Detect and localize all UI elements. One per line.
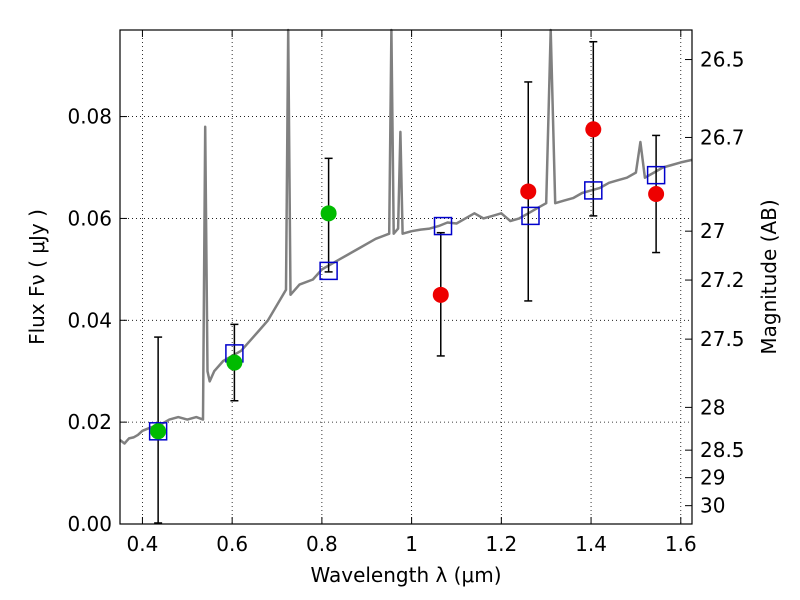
x-tick-label: 0.4 [127,532,159,556]
observed-flux-point [320,205,337,222]
observed-flux-point [150,423,167,440]
model-flux-markers [148,165,666,441]
observed-flux-point [520,183,537,200]
x-axis-label: Wavelength λ (μm) [310,563,501,587]
x-tick-label: 1.2 [485,532,517,556]
observed-flux-point [648,185,665,202]
y-axis-ticks: 0.00 0.02 0.04 0.06 0.08 [67,105,127,536]
spectrum-series [119,28,693,445]
right-axis-tick-label: 27.5 [700,327,745,351]
error-bars [154,40,661,524]
y-tick-label: 0.06 [67,206,112,230]
y-tick-label: 0.00 [67,512,112,536]
x-axis-ticks: 0.4 0.6 0.8 1 1.2 1.4 1.6 [127,30,697,556]
observed-flux-point [585,121,602,138]
x-tick-label: 1 [405,532,418,556]
right-axis-tick-label: 30 [700,494,725,518]
right-axis-tick-label: 28 [700,395,725,419]
right-axis-tick-label: 27 [700,219,725,243]
y-tick-label: 0.08 [67,105,112,129]
plot-frame [119,29,693,525]
y-tick-label: 0.04 [67,308,112,332]
right-axis-tick-label: 27.2 [700,268,745,292]
model-flux-marker [521,206,540,226]
right-axis-tick-label: 26.5 [700,48,745,72]
observed-flux-markers [150,121,665,440]
x-tick-label: 0.6 [216,532,248,556]
model-flux-marker [319,261,338,281]
x-tick-label: 0.8 [306,532,338,556]
observed-flux-point [432,286,449,303]
model-flux-marker [646,165,666,185]
y-axis-label: Flux Fν ( μJy ) [25,209,49,345]
right-axis-tick-label: 29 [700,466,725,490]
model-flux-marker [433,216,453,236]
observed-flux-point [226,354,243,371]
x-tick-label: 1.4 [575,532,607,556]
right-axis-label: Magnitude (AB) [757,199,781,354]
x-tick-label: 1.6 [665,532,697,556]
y-tick-label: 0.02 [67,410,112,434]
right-axis-tick-label: 26.7 [700,125,745,149]
model-flux-marker [584,181,603,200]
right-axis-ticks: 26.5 26.7 27 27.2 27.5 28 28.5 29 30 [685,48,745,518]
spectrum-line [119,28,693,445]
right-axis-tick-label: 28.5 [700,438,745,462]
model-flux-marker [148,422,168,441]
